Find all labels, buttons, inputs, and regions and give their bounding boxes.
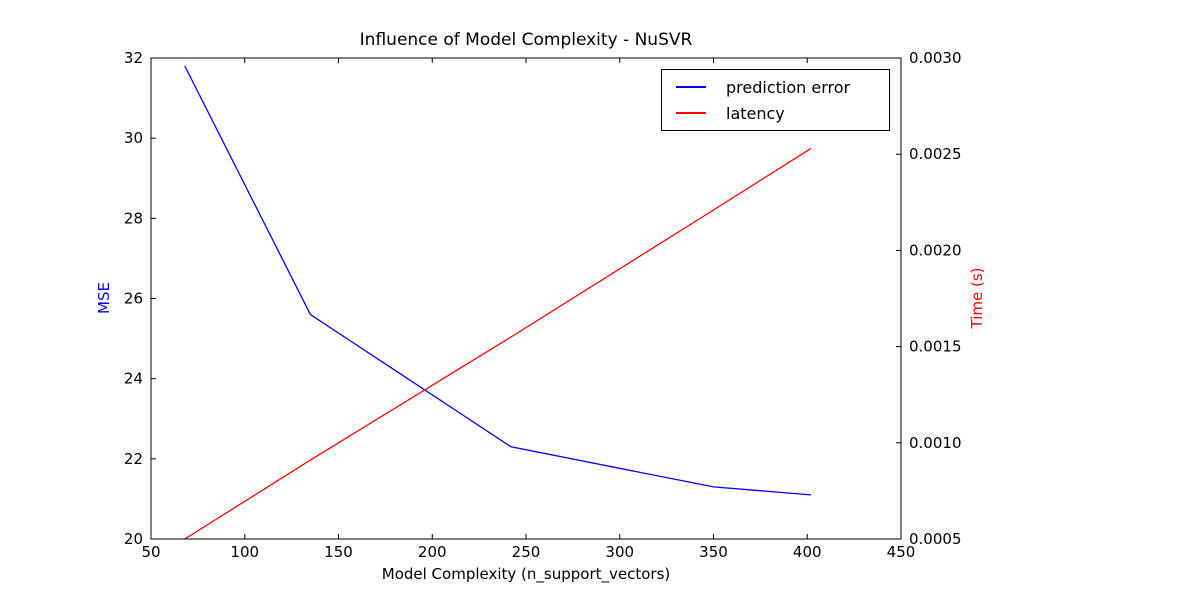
plot-border [150,57,902,540]
x-tick-label: 300 [605,543,634,561]
y-axis-label-left: MSE [95,282,113,314]
x-tick-label: 400 [793,543,822,561]
y-tick-label-right: 0.0005 [909,530,962,548]
y-tick-label-left: 28 [124,209,143,227]
y-tick-label-right: 0.0010 [909,434,962,452]
x-tick-label: 350 [699,543,728,561]
series-line-latency [184,147,812,540]
y-tick-label-left: 26 [124,290,143,308]
y-tick-label-right: 0.0020 [909,241,962,259]
y-axis-label-right: Time (s) [968,267,986,329]
y-tick-label-right: 0.0025 [909,145,962,163]
y-tick-label-right: 0.0030 [909,49,962,67]
series-line-prediction-error [184,65,812,496]
x-tick-label: 100 [230,543,259,561]
legend-label-prediction-error: prediction error [726,77,851,97]
y-tick-label-left: 24 [124,370,143,388]
x-tick-label: 250 [512,543,541,561]
legend-entry-prediction-error: prediction error [662,78,889,97]
chart-title: Influence of Model Complexity - NuSVR [359,30,693,50]
legend-entry-latency: latency [662,104,889,123]
legend-line-sample-red [676,112,706,114]
x-tick-label: 450 [887,543,916,561]
y-tick-label-left: 32 [124,49,143,67]
x-tick-label: 150 [324,543,353,561]
y-tick-label-left: 22 [124,450,143,468]
x-tick-label: 200 [418,543,447,561]
legend: prediction error latency [661,69,890,131]
x-tick-label: 50 [141,543,160,561]
y-tick-label-right: 0.0015 [909,338,962,356]
x-axis-label: Model Complexity (n_support_vectors) [381,565,671,583]
y-tick-label-left: 30 [124,129,143,147]
legend-line-sample-blue [676,86,706,88]
legend-label-latency: latency [726,103,785,123]
y-tick-label-left: 20 [124,530,143,548]
